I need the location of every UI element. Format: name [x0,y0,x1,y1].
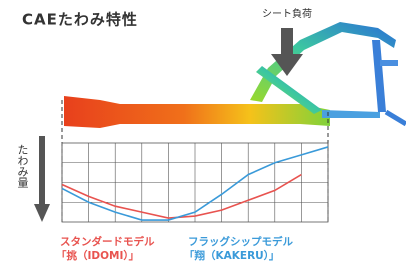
y-axis-label: たわみ量 [16,144,29,188]
chart-title: CAEたわみ特性 [22,11,138,29]
legend-label: 「挑（IDOMI）」 [56,249,139,262]
y-axis-arrow [34,136,50,222]
figure: CAEたわみ特性 シート負荷 たわみ量 スタンダードモデル「挑（IDOMI）」 フ… [0,0,406,265]
frame-illustration [64,22,406,128]
annotation: シート負荷 [262,8,312,20]
series-line [62,175,301,218]
legend-label: スタンダードモデル [60,235,155,248]
legend-label: フラッグシップモデル [188,235,293,248]
legend-label: 「翔（KAKERU）」 [184,249,279,262]
